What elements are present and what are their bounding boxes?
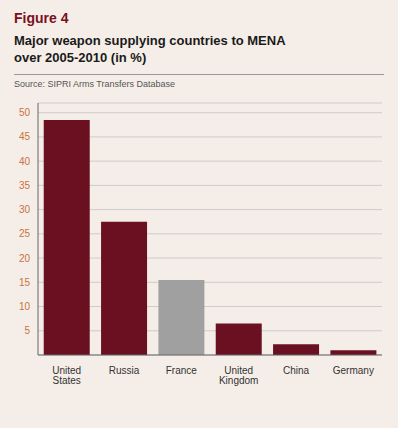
svg-text:UnitedStates: UnitedStates <box>52 365 81 386</box>
svg-text:50: 50 <box>19 107 31 118</box>
svg-text:France: France <box>166 365 198 376</box>
svg-text:45: 45 <box>19 131 31 142</box>
svg-text:Germany: Germany <box>333 365 374 376</box>
svg-text:35: 35 <box>19 180 31 191</box>
html-text:over 2005-2010 (in %): over 2005-2010 (in %) <box>14 50 147 65</box>
html-text:Source: SIPRI Arms Transfers D: Source: SIPRI Arms Transfers Database <box>14 79 176 89</box>
svg-text:20: 20 <box>19 253 31 264</box>
svg-text:15: 15 <box>19 277 31 288</box>
html-text:Figure 4: Figure 4 <box>14 10 69 26</box>
svg-text:10: 10 <box>19 301 31 312</box>
svg-text:China: China <box>283 365 310 376</box>
svg-text:Russia: Russia <box>109 365 140 376</box>
html-text:Major weapon supplying countri: Major weapon supplying countries to MENA <box>14 33 286 48</box>
svg-text:25: 25 <box>19 228 31 239</box>
svg-text:40: 40 <box>19 156 31 167</box>
svg-text:5: 5 <box>24 325 30 336</box>
svg-text:30: 30 <box>19 204 31 215</box>
svg-text:UnitedKingdom: UnitedKingdom <box>219 365 258 386</box>
